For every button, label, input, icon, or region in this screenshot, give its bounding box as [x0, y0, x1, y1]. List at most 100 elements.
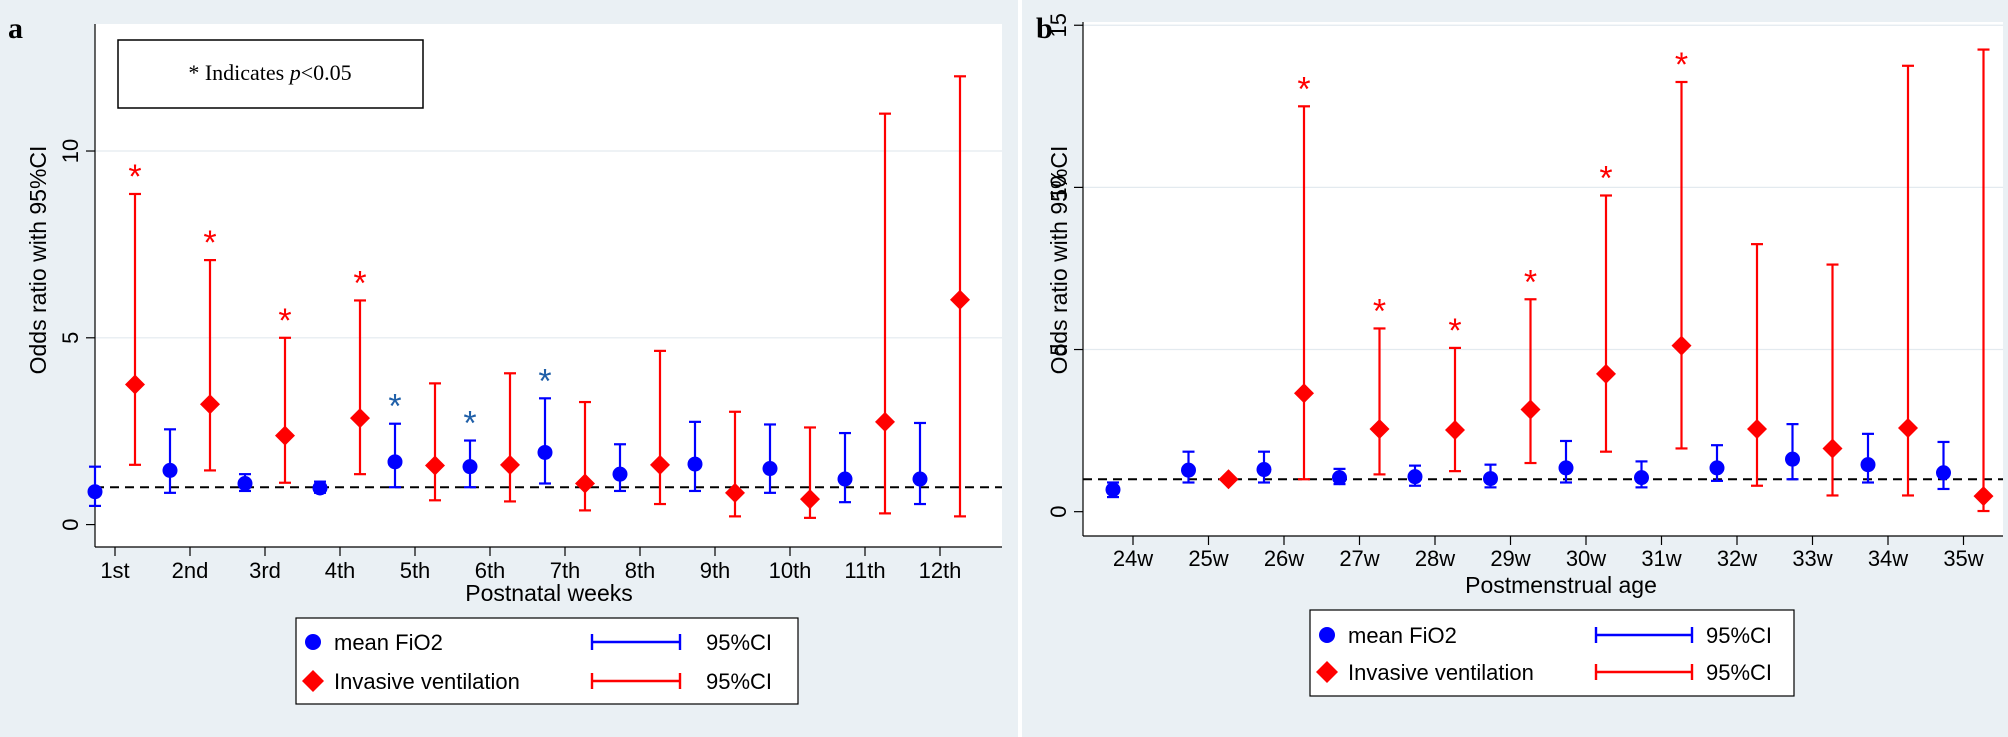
panel-b-x-axis-title: Postmenstrual age — [1465, 572, 1657, 598]
panel-b-gridlines — [1083, 24, 2003, 351]
panel-b-y-tick-label-15: 15 — [1046, 13, 1071, 37]
panel-a-fio2-point-9th — [687, 456, 703, 472]
legend-a-fio2-marker — [305, 634, 321, 650]
panel-a-letter: a — [8, 12, 23, 45]
panel-b-labels: 0 5 10 15 24w 25w 26w 27w 28w 29w 30w 31w 32w 33w 34w 3… — [1046, 13, 1984, 598]
panel-a-y-tick-label-0: 0 — [58, 518, 83, 530]
panel-b-letter: b — [1036, 12, 1053, 45]
panel-b-iv-point-35w — [1973, 486, 1994, 507]
legend-a-iv-marker — [302, 670, 324, 692]
panel-a-x-tick-label-8th: 8th — [625, 558, 656, 583]
panel-b-x-tick-label-31w: 31w — [1641, 546, 1681, 571]
panel-b-iv-significance-star-27w: * — [1373, 292, 1386, 330]
panel-a-iv-point-5th — [425, 455, 445, 476]
panel-a-iv-point-12th — [950, 289, 970, 310]
panel-b-x-tick-label-30w: 30w — [1566, 546, 1606, 571]
panel-b-fio2-point-33w — [1785, 451, 1800, 467]
panel-a-fio2-point-7th — [537, 444, 553, 460]
legend-b-iv-marker — [1316, 661, 1338, 683]
panel-b-iv-point-32w — [1747, 418, 1767, 439]
panel-a-y-tick-label-5: 5 — [58, 332, 83, 344]
note-box — [117, 39, 424, 109]
panel-b-iv-point-27w — [1369, 418, 1390, 439]
legend-a-fio2-label: mean FiO2 — [334, 630, 443, 655]
panel-b-points — [1105, 335, 1994, 507]
panel-b-fio2-point-25w — [1181, 462, 1196, 478]
panel-a-iv-significance-star-4th: * — [353, 264, 366, 302]
panel-b-x-tick-label-33w: 33w — [1792, 546, 1832, 571]
panel-b-y-tick-label-0: 0 — [1046, 506, 1071, 518]
panel-a-significance-stars: * * * * * * * — [128, 158, 551, 443]
panel-b-fio2-point-32w — [1709, 460, 1725, 476]
panel-a-iv-point-11th — [875, 411, 895, 432]
panel-a-x-tick-label-11th: 11th — [844, 558, 885, 583]
legend-b-iv-label: Invasive ventilation — [1348, 660, 1534, 685]
panel-b-plot-area — [1083, 22, 2003, 536]
panel-a-iv-point-4th — [350, 408, 370, 429]
panel-b-fio2-point-27w — [1332, 470, 1347, 486]
panel-b-fio2-point-29w — [1483, 471, 1498, 487]
panel-a-axes — [86, 24, 1002, 556]
panel-a-legend: mean FiO2 95%CI Invasive ventilation 95%… — [295, 617, 799, 705]
panel-a-y-tick-label-10: 10 — [58, 139, 83, 163]
panel-a-iv-point-10th — [800, 489, 820, 510]
panel-b-iv-point-25w — [1218, 469, 1239, 490]
legend-b-fio2-label: mean FiO2 — [1348, 623, 1457, 648]
legend-b-iv-ci-label: 95%CI — [1706, 660, 1772, 685]
panel-b-iv-significance-star-31w: * — [1675, 46, 1688, 84]
panel-b-fio2-point-31w — [1634, 470, 1649, 486]
panel-b-x-tick-label-26w: 26w — [1264, 546, 1304, 571]
panel-b: b * * * * * * 0 5 10 15 24w 25w 26w 27w 28w 29w 30w 31w 3… — [1036, 12, 2003, 697]
panel-a-fio2-point-11th — [837, 471, 853, 487]
panel-b-fio2-point-26w — [1256, 462, 1272, 478]
note-text: * Indicates p<0.05 — [188, 60, 351, 85]
panel-a-fio2-point-5th — [387, 454, 403, 470]
panel-a-iv-significance-star-1st: * — [128, 158, 141, 196]
panel-a-iv-point-2nd — [200, 394, 220, 415]
panel-a-gridlines — [95, 150, 1002, 339]
legend-a-fio2-ci-label: 95%CI — [706, 630, 772, 655]
panel-a-iv-significance-star-3rd: * — [278, 302, 291, 340]
panel-b-iv-significance-star-26w: * — [1297, 70, 1310, 108]
panel-a-points — [87, 289, 970, 510]
panel-a-iv-point-7th — [575, 473, 595, 494]
panel-a-x-tick-label-4th: 4th — [325, 558, 356, 583]
panel-a-fio2-point-8th — [612, 466, 628, 482]
panel-b-iv-significance-star-30w: * — [1599, 159, 1612, 197]
panel-a-fio2-point-1st — [87, 484, 103, 500]
panel-b-y-tick-label-10: 10 — [1046, 175, 1071, 199]
panel-a-fio2-point-6th — [462, 459, 478, 475]
panel-a-fio2-significance-star-5th: * — [388, 388, 401, 426]
panel-b-axes — [1074, 22, 2003, 545]
panel-a-x-tick-label-7th: 7th — [550, 558, 581, 583]
panel-b-significance-stars: * * * * * * — [1297, 46, 1688, 350]
panel-a-x-tick-label-10th: 10th — [769, 558, 812, 583]
panel-b-fio2-point-34w — [1860, 457, 1876, 473]
panel-a-iv-point-1st — [125, 374, 145, 395]
legend-b-fio2-marker — [1319, 627, 1335, 643]
panel-a-x-axis-title: Postnatal weeks — [465, 580, 632, 606]
panel-a-fio2-significance-star-6th: * — [463, 405, 476, 443]
panel-a-x-tick-label-6th: 6th — [475, 558, 506, 583]
panel-a: a * * * * * * * 0 5 10 1st 2nd 3rd 4th 5th 6th 7th 8th 9t… — [8, 12, 1002, 705]
panel-b-iv-point-28w — [1445, 419, 1465, 440]
panel-a-significance-note: * Indicates p<0.05 — [117, 39, 424, 109]
panel-a-x-tick-label-2nd: 2nd — [172, 558, 209, 583]
panel-a-iv-significance-star-2nd: * — [203, 224, 216, 262]
panel-a-x-tick-label-12th: 12th — [919, 558, 962, 583]
panel-a-y-axis-title: Odds ratio with 95%CI — [25, 146, 51, 375]
panel-a-x-tick-label-3rd: 3rd — [249, 558, 281, 583]
panel-b-legend-box — [1309, 609, 1795, 697]
panel-a-iv-point-6th — [500, 454, 520, 475]
panel-a-x-tick-label-1st: 1st — [100, 558, 129, 583]
panel-b-x-tick-label-28w: 28w — [1415, 546, 1455, 571]
panel-a-labels: 0 5 10 1st 2nd 3rd 4th 5th 6th 7th 8th 9th 10th 11th 1… — [25, 139, 961, 606]
panel-b-iv-point-33w — [1822, 438, 1843, 459]
panel-a-iv-point-3rd — [275, 425, 295, 446]
legend-a-iv-label: Invasive ventilation — [334, 669, 520, 694]
panel-b-iv-point-31w — [1671, 335, 1692, 356]
panel-b-x-tick-label-27w: 27w — [1339, 546, 1379, 571]
panel-b-fio2-point-30w — [1558, 460, 1574, 476]
note-suffix: <0.05 — [301, 60, 352, 85]
